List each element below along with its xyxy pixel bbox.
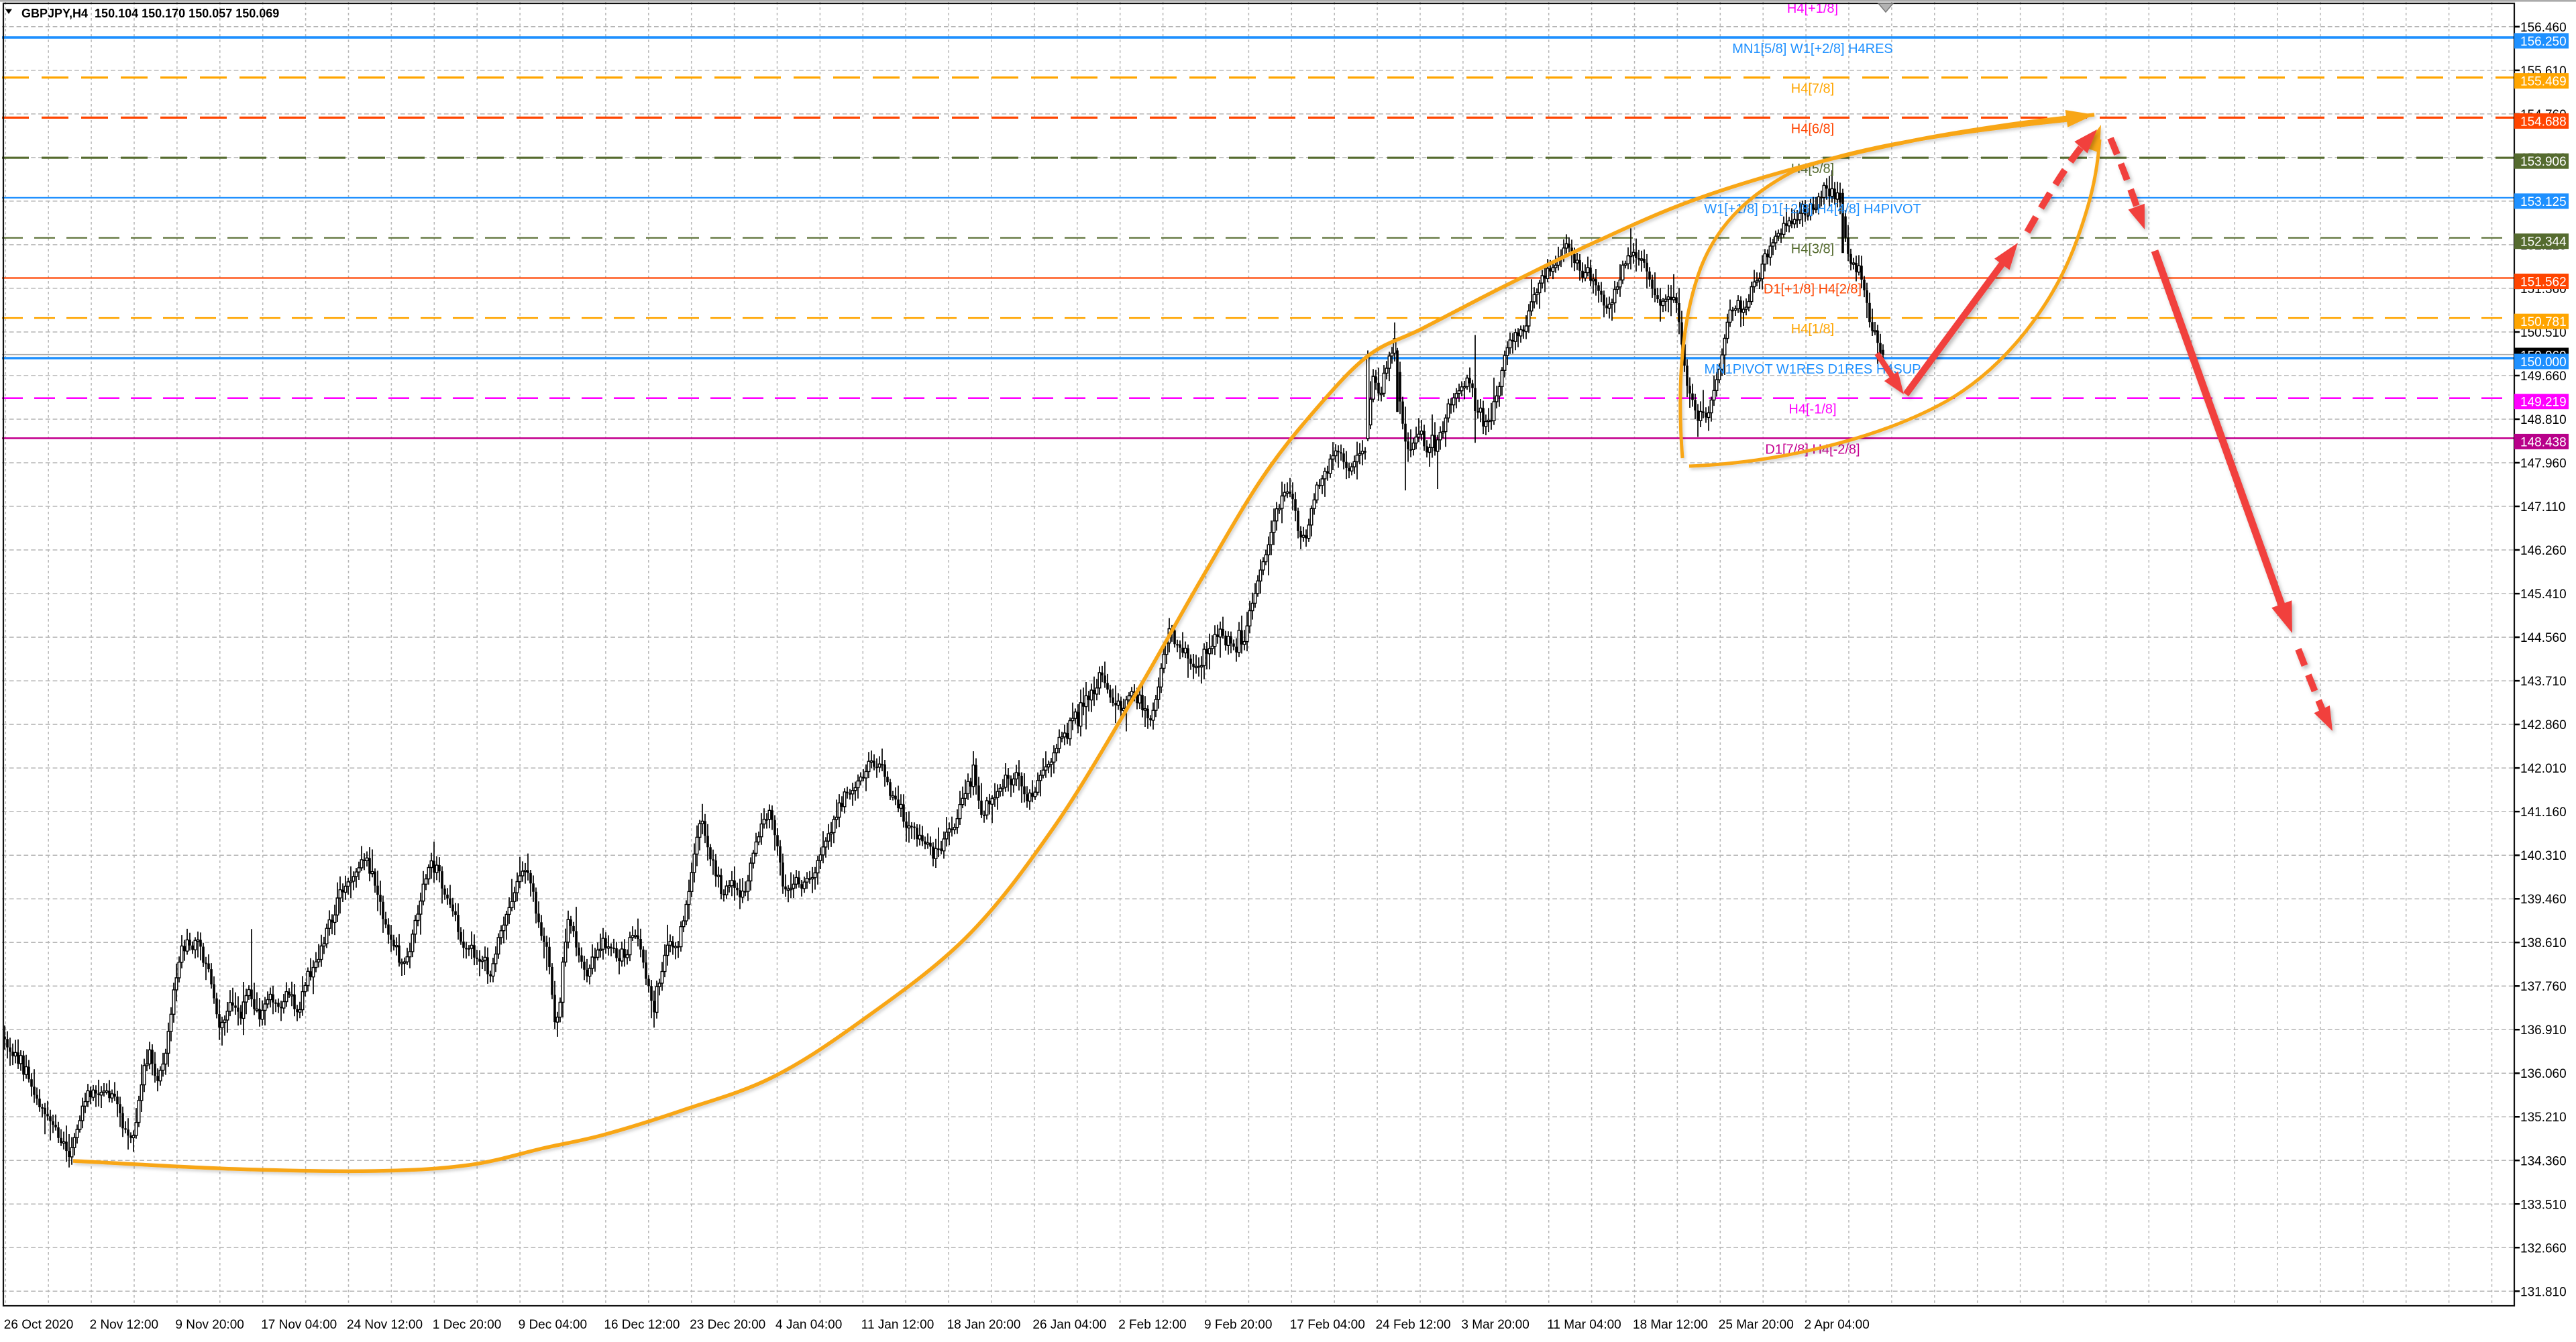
svg-text:H4[+1/8]: H4[+1/8] xyxy=(1787,1,1838,16)
svg-text:144.560: 144.560 xyxy=(2520,631,2567,645)
svg-text:147.960: 147.960 xyxy=(2520,457,2567,471)
svg-text:9 Dec 04:00: 9 Dec 04:00 xyxy=(519,1318,587,1332)
svg-text:145.410: 145.410 xyxy=(2520,588,2567,602)
svg-text:146.260: 146.260 xyxy=(2520,544,2567,558)
svg-text:143.710: 143.710 xyxy=(2520,675,2567,689)
svg-text:26 Jan 04:00: 26 Jan 04:00 xyxy=(1032,1318,1106,1332)
svg-text:142.010: 142.010 xyxy=(2520,762,2567,776)
svg-text:18 Mar 12:00: 18 Mar 12:00 xyxy=(1633,1318,1708,1332)
svg-text:140.310: 140.310 xyxy=(2520,849,2567,863)
svg-text:156.250: 156.250 xyxy=(2520,35,2567,49)
svg-text:138.610: 138.610 xyxy=(2520,936,2567,950)
svg-text:136.060: 136.060 xyxy=(2520,1067,2567,1081)
svg-text:148.810: 148.810 xyxy=(2520,413,2567,427)
svg-text:GBPJPY,H4 150.104 150.170 150: GBPJPY,H4 150.104 150.170 150.057 150.06… xyxy=(21,7,279,20)
svg-text:149.660: 149.660 xyxy=(2520,370,2567,384)
svg-text:152.344: 152.344 xyxy=(2520,235,2567,249)
svg-text:11 Mar 04:00: 11 Mar 04:00 xyxy=(1547,1318,1621,1332)
svg-text:24 Nov 12:00: 24 Nov 12:00 xyxy=(347,1318,423,1332)
svg-text:136.910: 136.910 xyxy=(2520,1023,2567,1038)
svg-text:H4[7/8]: H4[7/8] xyxy=(1791,82,1834,97)
svg-text:135.210: 135.210 xyxy=(2520,1111,2567,1125)
svg-text:9 Feb 20:00: 9 Feb 20:00 xyxy=(1204,1318,1272,1332)
svg-text:132.660: 132.660 xyxy=(2520,1241,2567,1255)
svg-text:150.000: 150.000 xyxy=(2520,355,2567,370)
svg-text:9 Nov 20:00: 9 Nov 20:00 xyxy=(175,1318,244,1332)
svg-text:11 Jan 12:00: 11 Jan 12:00 xyxy=(861,1318,934,1332)
svg-text:2 Nov 12:00: 2 Nov 12:00 xyxy=(90,1318,158,1332)
svg-text:H4[6/8]: H4[6/8] xyxy=(1791,121,1834,136)
svg-text:147.110: 147.110 xyxy=(2520,500,2565,514)
svg-text:3 Mar 20:00: 3 Mar 20:00 xyxy=(1461,1318,1529,1332)
svg-text:149.219: 149.219 xyxy=(2520,396,2567,410)
svg-text:H4[1/8]: H4[1/8] xyxy=(1791,322,1834,337)
svg-text:2 Feb 12:00: 2 Feb 12:00 xyxy=(1118,1318,1186,1332)
svg-text:131.810: 131.810 xyxy=(2520,1285,2567,1299)
svg-text:18 Jan 20:00: 18 Jan 20:00 xyxy=(947,1318,1021,1332)
svg-text:17 Feb 04:00: 17 Feb 04:00 xyxy=(1290,1318,1365,1332)
svg-text:17 Nov 04:00: 17 Nov 04:00 xyxy=(261,1318,337,1332)
svg-text:155.469: 155.469 xyxy=(2520,75,2567,89)
svg-text:150.781: 150.781 xyxy=(2520,315,2567,329)
svg-text:H4[3/8]: H4[3/8] xyxy=(1791,242,1834,257)
svg-text:139.460: 139.460 xyxy=(2520,893,2567,907)
svg-text:150.510: 150.510 xyxy=(2520,326,2567,340)
svg-text:142.860: 142.860 xyxy=(2520,718,2567,732)
svg-text:154.688: 154.688 xyxy=(2520,115,2567,129)
svg-text:24 Feb 12:00: 24 Feb 12:00 xyxy=(1376,1318,1451,1332)
svg-text:153.906: 153.906 xyxy=(2520,155,2567,169)
svg-text:148.438: 148.438 xyxy=(2520,435,2567,449)
svg-text:133.510: 133.510 xyxy=(2520,1198,2567,1212)
svg-text:141.160: 141.160 xyxy=(2520,805,2567,820)
svg-text:25 Mar 20:00: 25 Mar 20:00 xyxy=(1719,1318,1794,1332)
svg-text:23 Dec 20:00: 23 Dec 20:00 xyxy=(690,1318,765,1332)
svg-text:1 Dec 20:00: 1 Dec 20:00 xyxy=(433,1318,501,1332)
svg-text:D1[+1/8] H4[2/8]: D1[+1/8] H4[2/8] xyxy=(1764,282,1862,297)
svg-text:16 Dec 12:00: 16 Dec 12:00 xyxy=(604,1318,680,1332)
svg-text:H4[-1/8]: H4[-1/8] xyxy=(1788,402,1836,417)
svg-text:MN1[5/8] W1[+2/8] H4RES: MN1[5/8] W1[+2/8] H4RES xyxy=(1732,42,1893,56)
svg-text:153.125: 153.125 xyxy=(2520,195,2567,209)
svg-text:151.562: 151.562 xyxy=(2520,276,2567,290)
svg-text:134.360: 134.360 xyxy=(2520,1154,2567,1168)
svg-text:156.460: 156.460 xyxy=(2520,21,2567,35)
svg-text:MN1PIVOT W1RES D1RES H4SUP: MN1PIVOT W1RES D1RES H4SUP xyxy=(1704,362,1921,377)
svg-text:2 Apr 04:00: 2 Apr 04:00 xyxy=(1805,1318,1870,1332)
svg-text:26 Oct 2020: 26 Oct 2020 xyxy=(4,1318,74,1332)
svg-text:137.760: 137.760 xyxy=(2520,980,2567,994)
svg-text:4 Jan 04:00: 4 Jan 04:00 xyxy=(775,1318,842,1332)
svg-text:W1[+1/8] D1[+2/8] H4[4/8] H4PI: W1[+1/8] D1[+2/8] H4[4/8] H4PIVOT xyxy=(1704,202,1921,217)
